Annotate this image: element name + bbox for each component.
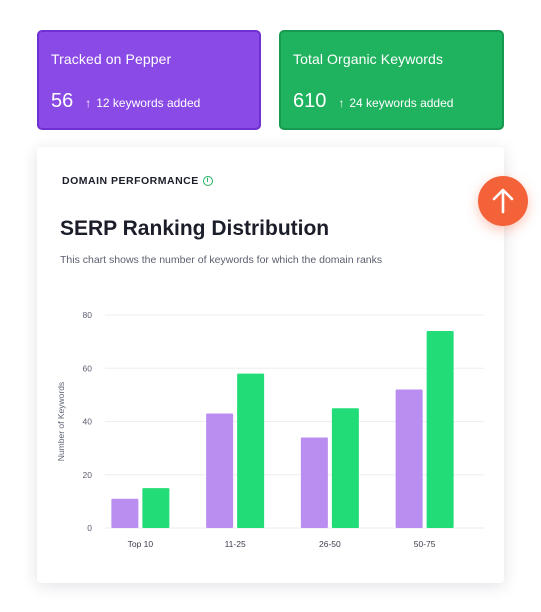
x-tick-label: Top 10 — [128, 539, 154, 549]
panel-eyebrow: DOMAIN PERFORMANCE i — [62, 175, 213, 187]
bar — [395, 389, 423, 528]
bar — [331, 408, 359, 528]
arrow-up-icon: ↑ — [338, 96, 345, 110]
stat-card-organic: Total Organic Keywords 610 ↑ 24 keywords… — [279, 30, 504, 130]
stat-added-label: 24 keywords added — [349, 96, 454, 110]
arrow-up-icon — [492, 188, 514, 214]
eyebrow-label: DOMAIN PERFORMANCE — [62, 175, 199, 187]
y-tick-label: 0 — [87, 523, 92, 533]
x-tick-label: 50-75 — [414, 539, 436, 549]
bar — [111, 498, 139, 528]
x-tick-label: 11-25 — [225, 539, 246, 549]
stat-title: Total Organic Keywords — [293, 51, 444, 67]
stat-value: 56 — [51, 90, 74, 112]
chart-title: SERP Ranking Distribution — [60, 217, 330, 240]
domain-performance-panel: DOMAIN PERFORMANCE i SERP Ranking Distri… — [37, 147, 504, 583]
bar — [300, 437, 328, 528]
serp-ranking-chart: 0 20 40 60 80 Number of Keywords Top 10 11-25 26… — [56, 310, 484, 549]
y-tick-label: 40 — [83, 417, 93, 427]
stat-row: 56 ↑ 12 keywords added — [51, 90, 200, 113]
y-axis-label: Number of Keywords — [56, 382, 66, 461]
stat-value: 610 — [293, 90, 327, 112]
stat-added-label: 12 keywords added — [96, 96, 201, 110]
y-tick-label: 80 — [83, 310, 93, 320]
y-tick-label: 20 — [83, 470, 93, 480]
bar — [237, 373, 265, 528]
chart-subtitle: This chart shows the number of keywords … — [60, 254, 383, 266]
arrow-up-icon: ↑ — [85, 96, 92, 110]
stat-title: Tracked on Pepper — [51, 51, 172, 67]
stat-row: 610 ↑ 24 keywords added — [293, 90, 453, 113]
scroll-to-top-button[interactable] — [478, 176, 528, 226]
bar — [426, 330, 454, 528]
bar — [142, 488, 170, 528]
x-tick-label: 26-50 — [319, 539, 341, 549]
bar — [206, 413, 234, 528]
stat-card-tracked: Tracked on Pepper 56 ↑ 12 keywords added — [37, 30, 261, 130]
y-tick-label: 60 — [83, 363, 93, 373]
info-icon[interactable]: i — [202, 176, 213, 186]
